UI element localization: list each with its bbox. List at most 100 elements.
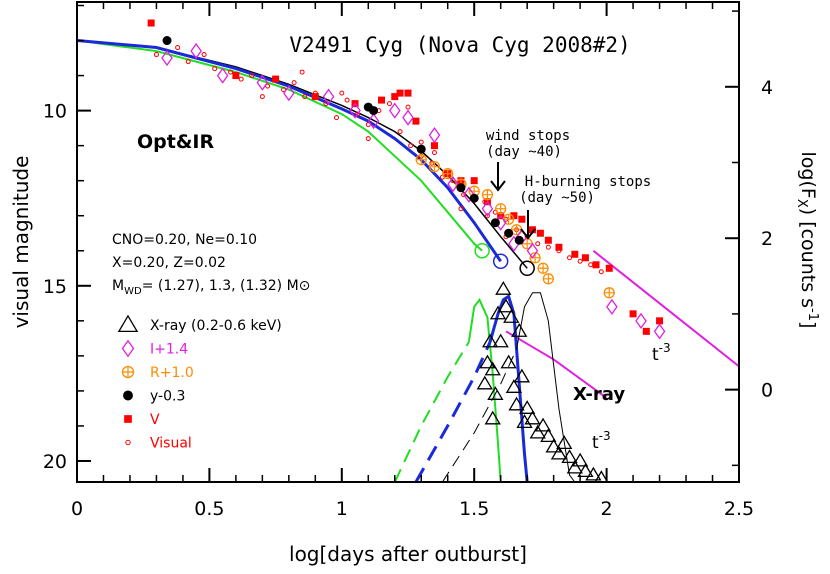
point-visual bbox=[577, 258, 583, 264]
x-tick-label: 2 bbox=[601, 498, 613, 520]
point-v bbox=[311, 93, 319, 101]
point-i-1-4 bbox=[190, 42, 202, 60]
point-visual bbox=[185, 59, 191, 65]
point-visual bbox=[598, 269, 604, 275]
point-v bbox=[555, 243, 563, 251]
legend-marker-circle-plus bbox=[121, 365, 135, 379]
point-y-0-3 bbox=[456, 183, 466, 193]
point-visual bbox=[339, 90, 345, 96]
point-v bbox=[396, 89, 404, 97]
point-visual bbox=[408, 143, 414, 149]
point-x-ray-0-2-0-6-kev bbox=[500, 354, 517, 369]
point-v bbox=[404, 89, 412, 97]
point-v bbox=[656, 317, 664, 325]
point-visual bbox=[429, 160, 435, 166]
point-x-ray-0-2-0-6-kev bbox=[585, 466, 602, 481]
point-visual bbox=[484, 213, 490, 219]
point-r-1-0-cross bbox=[604, 287, 615, 298]
point-x-ray-0-2-0-6-kev bbox=[529, 424, 546, 439]
point-visual bbox=[355, 111, 361, 117]
point-x-ray-0-2-0-6-kev bbox=[571, 452, 589, 467]
x-tick-label: 2.5 bbox=[724, 498, 754, 520]
point-y-0-3 bbox=[504, 228, 514, 238]
point-x-ray-0-2-0-6-kev bbox=[516, 414, 533, 428]
point-x-ray-0-2-0-6-kev bbox=[497, 298, 515, 313]
point-visual bbox=[153, 52, 159, 58]
plot-frame bbox=[76, 1, 740, 483]
point-i-1-4 bbox=[447, 176, 459, 193]
point-x-ray-0-2-0-6-kev bbox=[487, 386, 504, 400]
green-xray-model-line bbox=[467, 297, 502, 482]
point-visual bbox=[249, 73, 255, 79]
point-x-ray-0-2-0-6-kev bbox=[519, 400, 536, 414]
hburn-stops-line2: (day ~50) bbox=[519, 190, 595, 206]
point-i-1-4 bbox=[349, 102, 361, 119]
legend-label: R+1.0 bbox=[150, 365, 194, 381]
point-x-ray-0-2-0-6-kev bbox=[484, 361, 501, 376]
point-visual bbox=[461, 192, 467, 198]
point-r-1-0-cross bbox=[482, 189, 493, 200]
point-x-ray-0-2-0-6-kev bbox=[594, 470, 609, 482]
point-visual bbox=[535, 241, 541, 247]
point-v bbox=[642, 327, 650, 335]
point-y-0-3 bbox=[369, 106, 379, 116]
y-right-tick-label: 0 bbox=[761, 380, 773, 402]
point-visual bbox=[405, 104, 411, 110]
point-visual bbox=[302, 94, 308, 100]
point-x-ray-0-2-0-6-kev bbox=[489, 305, 507, 320]
point-visual bbox=[212, 66, 218, 72]
point-visual bbox=[238, 76, 244, 82]
point-visual bbox=[365, 136, 371, 142]
point-r-1-0-cross bbox=[543, 273, 554, 284]
legend-marker-circle-plus-cross bbox=[122, 366, 134, 378]
point-i-1-4 bbox=[367, 113, 380, 130]
y-left-tick-label: 15 bbox=[43, 276, 67, 298]
data-points bbox=[147, 19, 666, 482]
point-i-1-4 bbox=[428, 127, 441, 144]
axis-ticks: 0 0.5 1 1.5 2 2.5 10 15 20 0 2 4 bbox=[43, 2, 773, 520]
point-visual bbox=[386, 101, 392, 107]
point-v bbox=[147, 19, 155, 27]
point-x-ray-0-2-0-6-kev bbox=[534, 417, 552, 432]
point-x-ray-0-2-0-6-kev bbox=[484, 410, 501, 425]
point-v bbox=[412, 117, 420, 125]
point-x-ray-0-2-0-6-kev bbox=[479, 354, 496, 369]
point-x-ray-0-2-0-6-kev bbox=[495, 281, 512, 295]
point-i-1-4 bbox=[283, 84, 295, 102]
point-i-1-4 bbox=[161, 49, 173, 67]
point-r-1-0 bbox=[603, 287, 615, 299]
point-i-1-4 bbox=[653, 323, 666, 340]
point-r-1-0-cross bbox=[522, 238, 533, 249]
legend-label: X-ray (0.2-0.6 keV) bbox=[150, 318, 282, 334]
point-x-ray-0-2-0-6-kev bbox=[492, 333, 509, 348]
point-v bbox=[378, 96, 386, 104]
point-x-ray-0-2-0-6-kev bbox=[508, 396, 525, 411]
model-end-circle bbox=[492, 253, 509, 270]
point-visual bbox=[545, 244, 551, 250]
point-i-1-4 bbox=[606, 298, 618, 315]
point-r-1-0 bbox=[542, 273, 554, 285]
point-r-1-0 bbox=[481, 189, 494, 201]
hburn-stops-arrowhead bbox=[520, 228, 536, 240]
point-i-1-4 bbox=[463, 186, 475, 203]
point-i-1-4 bbox=[635, 312, 647, 329]
legend-label: I+1.4 bbox=[150, 342, 188, 358]
point-v bbox=[510, 212, 518, 220]
y-left-tick-label: 20 bbox=[43, 451, 67, 473]
wind-stops-line1: wind stops bbox=[486, 128, 570, 144]
point-i-1-4 bbox=[402, 109, 414, 126]
point-v bbox=[536, 229, 544, 237]
legend-marker-small-circle bbox=[125, 439, 131, 446]
point-visual bbox=[291, 80, 297, 86]
point-visual bbox=[175, 45, 181, 51]
point-v bbox=[629, 310, 637, 318]
point-x-ray-0-2-0-6-kev bbox=[545, 438, 562, 453]
point-x-ray-0-2-0-6-kev bbox=[540, 428, 557, 443]
point-x-ray-0-2-0-6-kev bbox=[511, 323, 528, 337]
x-tick-label: 0.5 bbox=[194, 498, 224, 520]
point-visual bbox=[431, 150, 437, 156]
point-x-ray-0-2-0-6-kev bbox=[561, 449, 578, 464]
legend: X-ray (0.2-0.6 keV) I+1.4 R+1.0 y-0.3 V Visua… bbox=[117, 314, 282, 452]
y-right-tick-label: 2 bbox=[761, 228, 773, 250]
